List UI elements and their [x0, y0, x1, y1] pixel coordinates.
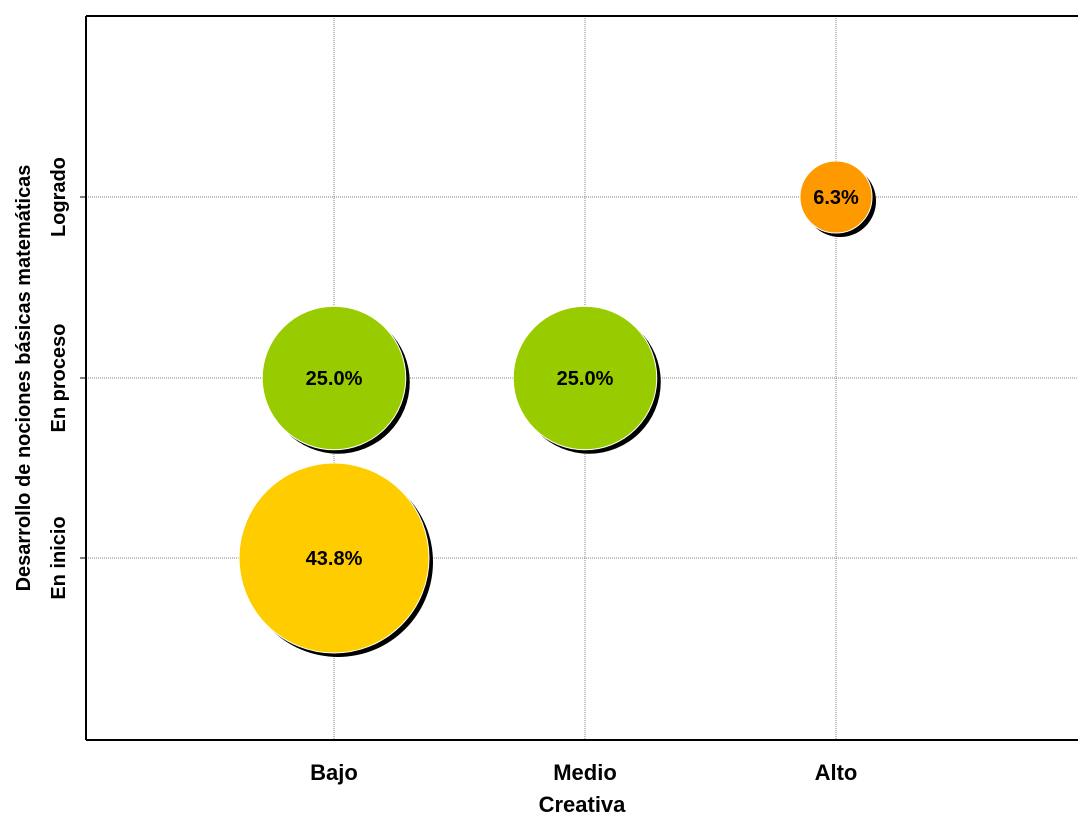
bubble: 43.8% [238, 462, 433, 657]
bubble-data-label: 43.8% [306, 548, 363, 570]
bubble: 25.0% [261, 305, 410, 454]
y-tick-label: En inicio [48, 516, 70, 599]
y-tick-labels: En inicio En proceso Logrado [48, 157, 70, 600]
y-axis-title: Desarrollo de nociones básicas matemátic… [13, 165, 35, 592]
x-tick-labels: Bajo Medio Alto [310, 760, 857, 785]
x-tick-label: Alto [815, 760, 858, 785]
bubble-data-label: 25.0% [306, 368, 363, 390]
bubble-circle [799, 160, 873, 234]
y-tick-label: Logrado [48, 157, 70, 237]
bubble: 6.3% [799, 160, 877, 238]
bubbles: 43.8% 25.0% 25.0% 6.3% [238, 160, 877, 657]
x-tick-label: Medio [553, 760, 617, 785]
y-tick-label: En proceso [48, 324, 70, 433]
bubble-circle [261, 305, 407, 451]
bubble-data-label: 25.0% [557, 368, 614, 390]
bubble-circle [512, 305, 658, 451]
axes [85, 15, 1078, 741]
x-axis-title: Creativa [539, 792, 627, 817]
bubble-circle [238, 462, 430, 654]
bubble: 25.0% [512, 305, 661, 454]
bubble-data-label: 6.3% [813, 187, 859, 209]
x-tick-label: Bajo [310, 760, 358, 785]
